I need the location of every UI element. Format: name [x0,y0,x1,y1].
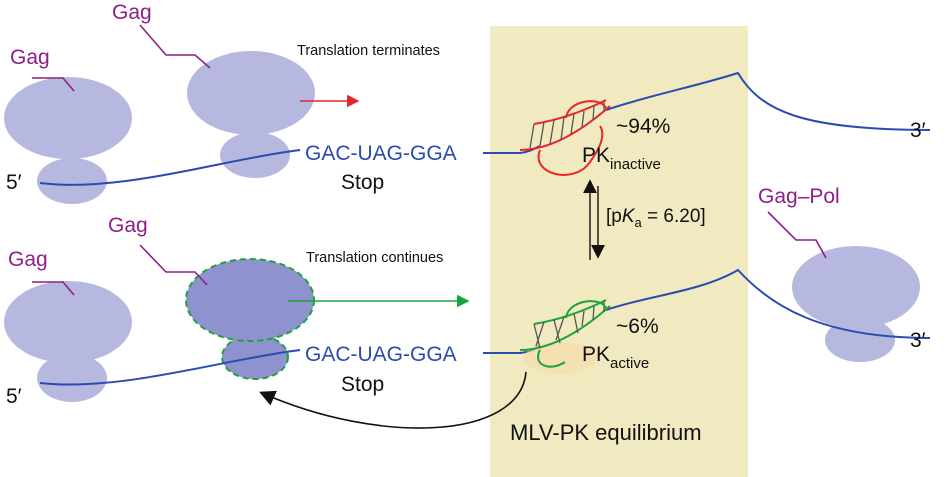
top-percent: ~94% [616,115,670,138]
top-gag-label-right: Gag [112,1,152,24]
top-ribosome-left [4,77,132,204]
equilibrium-panel [490,26,748,477]
top-mrna-3prime-strand [605,71,931,131]
bottom-gag-label-right: Gag [108,214,148,237]
frameshift-return-arrow [259,371,527,429]
bottom-sequence: GAC-UAG-GGA [305,343,457,366]
bottom-gag-label-left: Gag [8,248,48,271]
top-status-text: Translation terminates [297,43,440,59]
bottom-ribosome-active [185,258,315,380]
bottom-gag-leader-right [139,244,208,286]
top-mrna-linker [483,145,541,154]
top-ribosome-right [187,51,315,178]
bottom-mrna-3prime-strand [605,268,931,339]
top-gag-label-left: Gag [10,46,50,69]
bottom-three-prime: 3′ [910,329,926,352]
top-sequence: GAC-UAG-GGA [305,142,457,165]
bottom-mrna-5prime-strand [39,349,301,386]
gag-pol-leader [767,211,827,259]
top-three-prime: 3′ [910,119,926,142]
pka-label: [pKa = 6.20] [606,206,706,230]
bottom-five-prime: 5′ [6,385,22,408]
pseudoknot-active [519,299,611,374]
top-gag-leader-left [32,77,75,92]
bottom-stop-label: Stop [341,373,384,396]
top-stop-label: Stop [341,171,384,194]
gag-pol-ribosome [792,246,920,362]
panel-label: MLV-PK equilibrium [510,420,702,445]
bottom-ribosome-left [4,281,132,402]
bottom-percent: ~6% [616,315,659,338]
top-five-prime: 5′ [6,171,22,194]
top-gag-leader-right [139,24,211,69]
bottom-gag-leader-left [32,281,75,296]
equilibrium-arrows [583,179,605,260]
bottom-pk-label: PKactive [582,343,649,372]
pseudoknot-inactive [519,99,611,176]
gag-pol-label: Gag–Pol [758,185,840,208]
top-mrna-5prime-strand [39,149,301,186]
bottom-status-text: Translation continues [306,250,443,266]
top-pk-label: PKinactive [582,144,661,173]
